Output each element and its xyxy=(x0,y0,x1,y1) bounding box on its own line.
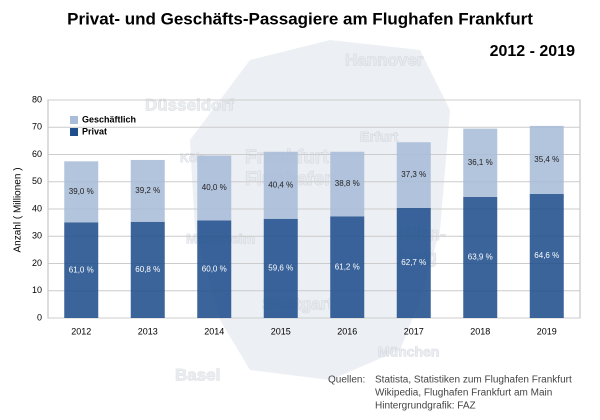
share-label: 40,0 % xyxy=(202,183,227,192)
y-tick-label: 70 xyxy=(32,122,42,132)
y-tick-label: 0 xyxy=(37,312,42,322)
map-label: München xyxy=(378,344,439,360)
share-label: 63,9 % xyxy=(468,253,493,262)
y-tick-label: 30 xyxy=(32,231,42,241)
y-tick-label: 80 xyxy=(32,94,42,104)
bar-segment xyxy=(330,151,365,217)
share-label: 38,8 % xyxy=(335,179,360,188)
background-map xyxy=(190,40,450,380)
bar-segment xyxy=(64,161,99,223)
x-tick-label: 2016 xyxy=(337,326,357,336)
bar-segment xyxy=(263,151,298,219)
y-tick-label: 50 xyxy=(32,176,42,186)
legend-label: Geschäftlich xyxy=(82,114,136,124)
bar-segment xyxy=(64,222,99,318)
share-label: 39,2 % xyxy=(135,186,160,195)
x-tick-label: 2012 xyxy=(71,326,91,336)
legend-label: Privat xyxy=(82,126,107,136)
y-tick-label: 20 xyxy=(32,258,42,268)
bar-segment xyxy=(197,155,232,221)
bar-segment xyxy=(529,125,564,195)
share-label: 40,4 % xyxy=(268,180,293,189)
map-label: Basel xyxy=(175,365,220,384)
share-label: 60,8 % xyxy=(135,265,160,274)
share-label: 59,6 % xyxy=(268,264,293,273)
share-label: 35,4 % xyxy=(534,155,559,164)
x-tick-label: 2015 xyxy=(271,326,291,336)
share-label: 64,6 % xyxy=(534,251,559,260)
x-tick-label: 2019 xyxy=(537,326,557,336)
y-tick-label: 60 xyxy=(32,149,42,159)
share-label: 60,0 % xyxy=(202,264,227,273)
share-label: 39,0 % xyxy=(69,187,94,196)
x-tick-label: 2014 xyxy=(204,326,224,336)
bar-segment xyxy=(330,216,365,318)
source-line: Wikipedia, Flughafen Frankfurt am Main xyxy=(375,388,552,399)
bar-segment xyxy=(529,194,564,318)
bar-segment xyxy=(396,142,431,208)
bar-segment xyxy=(463,197,498,318)
sources-heading: Quellen: xyxy=(328,375,365,386)
bar-segment xyxy=(396,207,431,318)
bar-segment xyxy=(197,220,232,318)
y-axis-label: Anzahl ( Millionen ) xyxy=(13,167,24,252)
legend-swatch xyxy=(70,116,78,124)
x-tick-label: 2017 xyxy=(404,326,424,336)
x-tick-label: 2013 xyxy=(138,326,158,336)
chart-title: Privat- und Geschäfts-Passagiere am Flug… xyxy=(67,9,533,28)
x-tick-label: 2018 xyxy=(470,326,490,336)
bar-segment xyxy=(130,159,165,222)
share-label: 61,2 % xyxy=(335,262,360,271)
y-tick-label: 40 xyxy=(32,203,42,213)
bar-segment xyxy=(463,128,498,198)
map-label: Erfurt xyxy=(360,129,398,145)
bar-segment xyxy=(263,218,298,318)
share-label: 36,1 % xyxy=(468,158,493,167)
map-label: Hannover xyxy=(345,50,424,69)
map-label: Düsseldorf xyxy=(145,95,234,114)
source-line: Hintergrundgrafik: FAZ xyxy=(375,401,476,412)
chart-subtitle: 2012 - 2019 xyxy=(490,43,576,60)
y-tick-label: 10 xyxy=(32,285,42,295)
source-line: Statista, Statistiken zum Flughafen Fran… xyxy=(375,375,572,386)
share-label: 62,7 % xyxy=(401,258,426,267)
legend-swatch xyxy=(70,128,78,136)
share-label: 61,0 % xyxy=(69,265,94,274)
share-label: 37,3 % xyxy=(401,170,426,179)
bar-segment xyxy=(130,221,165,318)
